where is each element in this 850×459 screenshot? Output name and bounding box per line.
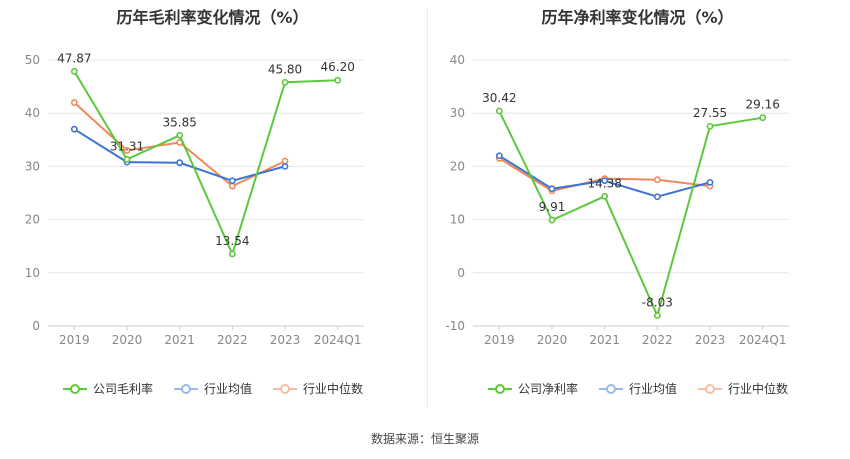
data-point bbox=[70, 99, 78, 106]
legend-label: 行业中位数 bbox=[728, 382, 789, 396]
x-tick-label: 2021 bbox=[164, 333, 195, 347]
panel-divider bbox=[427, 8, 428, 408]
legend-swatch-icon bbox=[598, 383, 623, 394]
legend: 公司净利率 行业均值 行业中位数 bbox=[425, 380, 850, 397]
y-tick-label: 30 bbox=[450, 106, 465, 120]
x-tick-label: 2022 bbox=[642, 333, 673, 347]
net-margin-plot: -10 0 10 20 30 40 2019 2020 2021 2022 2023 2024Q1 30… bbox=[445, 53, 789, 347]
data-point bbox=[123, 147, 131, 154]
data-label: 29.16 bbox=[745, 98, 779, 112]
data-point bbox=[176, 131, 184, 139]
x-tick-label: 2024Q1 bbox=[314, 333, 362, 347]
net-margin-chart: 历年净利率变化情况（%） -10 0 10 20 30 40 2019 2020 2021 202… bbox=[425, 0, 850, 410]
data-source-note: 数据来源：恒生聚源 bbox=[370, 432, 479, 446]
chart-title: 历年毛利率变化情况（%） bbox=[116, 8, 309, 27]
legend-label: 公司毛利率 bbox=[92, 382, 153, 396]
data-point bbox=[495, 107, 503, 115]
data-point bbox=[176, 159, 184, 167]
legend-swatch-icon bbox=[62, 383, 87, 394]
y-tick-label: 10 bbox=[25, 266, 40, 280]
data-point bbox=[123, 156, 131, 163]
y-tick-label: 0 bbox=[32, 319, 40, 333]
x-tick-label: 2022 bbox=[217, 333, 248, 347]
data-point bbox=[334, 76, 342, 84]
data-label: 45.80 bbox=[268, 62, 302, 76]
series-line bbox=[73, 70, 338, 255]
data-point bbox=[281, 157, 289, 165]
data-label: 13.54 bbox=[215, 234, 249, 248]
data-point bbox=[706, 178, 714, 186]
data-point bbox=[548, 216, 556, 224]
data-label: 47.87 bbox=[57, 51, 91, 65]
series-line bbox=[498, 110, 763, 317]
x-tick-label: 2020 bbox=[112, 333, 143, 347]
gross-margin-chart: 历年毛利率变化情况（%） 0 10 20 30 40 50 2019 2020 2021 2022… bbox=[0, 0, 425, 410]
data-point bbox=[759, 114, 767, 122]
y-tick-label: 40 bbox=[25, 106, 40, 120]
data-label: 46.20 bbox=[320, 60, 354, 74]
data-label: 27.55 bbox=[693, 106, 727, 120]
data-point bbox=[601, 177, 609, 185]
data-point bbox=[601, 192, 609, 200]
y-tick-label: 30 bbox=[25, 159, 40, 173]
chart-title: 历年净利率变化情况（%） bbox=[541, 8, 734, 27]
y-tick-label: 20 bbox=[25, 213, 40, 227]
legend-swatch-icon bbox=[487, 383, 512, 394]
x-tick-label: 2024Q1 bbox=[739, 333, 787, 347]
data-label: 9.91 bbox=[539, 200, 566, 214]
data-point bbox=[70, 67, 78, 75]
legend-swatch-icon bbox=[173, 383, 198, 394]
y-tick-label: 50 bbox=[25, 53, 40, 67]
data-point bbox=[548, 185, 556, 193]
legend-swatch-icon bbox=[698, 383, 722, 394]
x-tick-label: 2020 bbox=[537, 333, 568, 347]
legend-item-company[interactable]: 公司净利率 bbox=[487, 380, 578, 397]
legend-item-industry-median[interactable]: 行业中位数 bbox=[697, 380, 788, 397]
y-tick-label: 40 bbox=[450, 53, 465, 67]
data-label: -8.03 bbox=[642, 296, 673, 310]
legend: 公司毛利率 行业均值 行业中位数 bbox=[0, 380, 425, 397]
x-tick-label: 2019 bbox=[59, 333, 90, 347]
x-tick-label: 2021 bbox=[589, 333, 620, 347]
data-point bbox=[281, 162, 289, 170]
y-tick-label: 10 bbox=[450, 213, 465, 227]
legend-swatch-icon bbox=[273, 383, 297, 394]
legend-item-industry-mean[interactable]: 行业均值 bbox=[173, 380, 252, 397]
data-label: 30.42 bbox=[482, 91, 516, 105]
legend-item-industry-median[interactable]: 行业中位数 bbox=[272, 380, 363, 397]
data-point bbox=[281, 78, 289, 86]
data-point bbox=[706, 122, 714, 130]
data-point bbox=[653, 193, 661, 201]
legend-label: 行业均值 bbox=[203, 382, 252, 396]
gross-margin-plot: 0 10 20 30 40 50 2019 2020 2021 2022 2023 2024Q1 47.… bbox=[25, 51, 364, 347]
data-label: 14.38 bbox=[587, 176, 621, 190]
data-point bbox=[653, 176, 661, 184]
data-point bbox=[228, 177, 236, 185]
data-label: 35.85 bbox=[162, 115, 196, 129]
data-point bbox=[70, 125, 78, 133]
data-label: 31.31 bbox=[110, 139, 144, 153]
legend-label: 行业中位数 bbox=[303, 382, 364, 396]
legend-item-company[interactable]: 公司毛利率 bbox=[62, 380, 153, 397]
y-tick-label: -10 bbox=[445, 319, 465, 333]
x-tick-label: 2023 bbox=[270, 333, 301, 347]
data-point bbox=[653, 312, 661, 319]
data-point bbox=[495, 152, 503, 160]
y-tick-label: 20 bbox=[450, 159, 465, 173]
legend-label: 公司净利率 bbox=[517, 382, 578, 396]
legend-label: 行业均值 bbox=[628, 382, 677, 396]
data-point bbox=[228, 182, 236, 190]
y-tick-label: 0 bbox=[457, 266, 465, 280]
data-point bbox=[228, 250, 236, 258]
legend-item-industry-mean[interactable]: 行业均值 bbox=[598, 380, 677, 397]
x-tick-label: 2023 bbox=[695, 333, 726, 347]
x-tick-label: 2019 bbox=[484, 333, 515, 347]
